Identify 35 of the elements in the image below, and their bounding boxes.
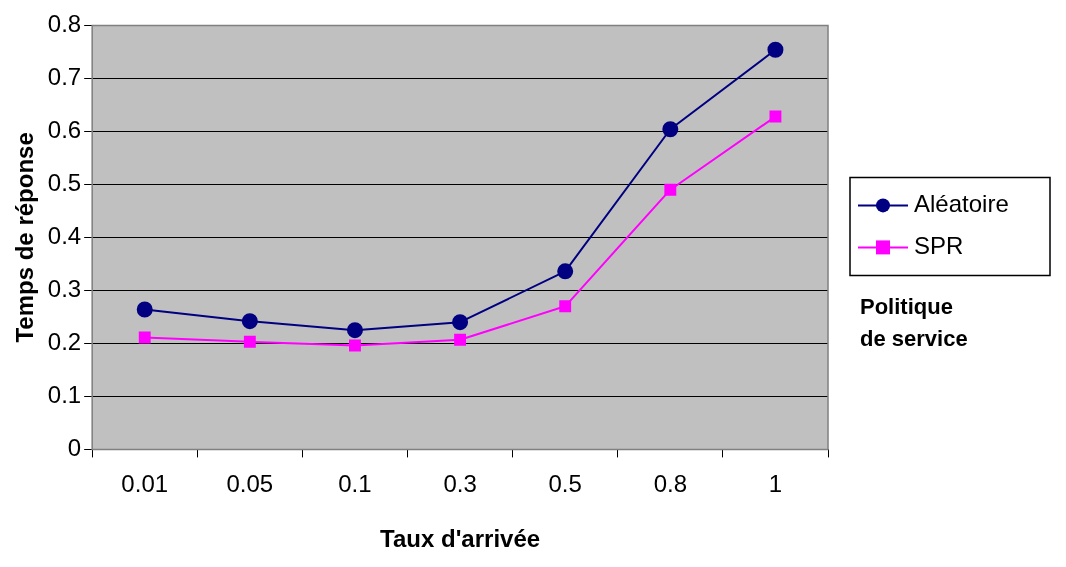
legend-label: Aléatoire xyxy=(914,190,1009,218)
point xyxy=(452,314,469,331)
point xyxy=(767,41,784,58)
y-tick-label: 0 xyxy=(67,434,82,462)
point xyxy=(349,339,361,352)
y-tick-label: 0.1 xyxy=(47,381,82,409)
y-tick-label: 0.3 xyxy=(47,275,82,303)
legend-title: Politique de service xyxy=(860,294,968,352)
point xyxy=(243,335,256,348)
point xyxy=(662,121,679,138)
x-tick-label: 0.01 xyxy=(121,470,169,498)
point xyxy=(241,313,258,330)
point xyxy=(138,331,151,344)
y-tick-label: 0.7 xyxy=(47,63,82,91)
x-tick-label: 0.5 xyxy=(548,470,582,498)
point xyxy=(769,110,782,123)
point xyxy=(559,300,572,313)
y-tick-label: 0.6 xyxy=(47,116,82,144)
y-tick-label: 0.5 xyxy=(47,169,82,197)
x-tick-label: 1 xyxy=(768,470,783,498)
point xyxy=(346,322,363,339)
y-tick-label: 0.8 xyxy=(47,10,82,38)
x-tick-label: 0.05 xyxy=(226,470,274,498)
point xyxy=(664,183,677,196)
legend-label: SPR xyxy=(914,232,964,260)
point xyxy=(454,333,467,346)
y-axis-title: Temps de réponse xyxy=(11,132,39,343)
point xyxy=(557,263,574,280)
x-axis-title: Taux d'arrivée xyxy=(380,525,541,553)
y-tick-label: 0.2 xyxy=(47,328,82,356)
point xyxy=(136,301,153,318)
x-tick-label: 0.8 xyxy=(653,470,688,498)
y-tick-label: 0.4 xyxy=(47,222,82,250)
x-tick-label: 0.1 xyxy=(338,470,372,498)
x-tick-label: 0.3 xyxy=(443,470,477,498)
